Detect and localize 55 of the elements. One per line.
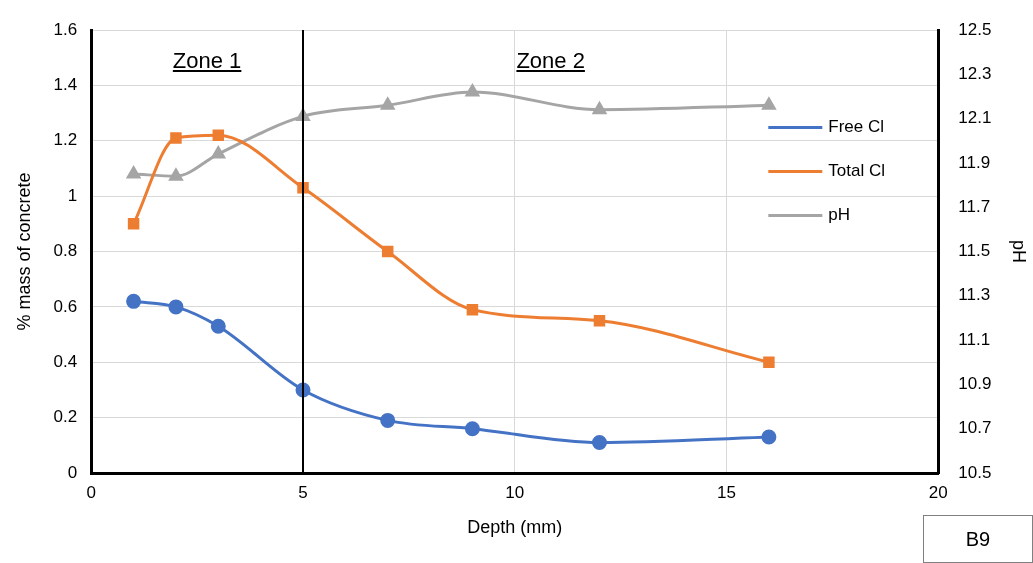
y2-tick-label: 12.3 [958, 63, 992, 83]
point [466, 303, 479, 316]
y-tick-label: 1 [67, 185, 78, 205]
x-tick-label: 20 [928, 482, 948, 502]
y2-tick-label: 10.7 [958, 418, 992, 438]
annotation: Zone 2 [516, 48, 585, 73]
y-tick-label: 0.4 [53, 351, 78, 371]
point [168, 299, 184, 315]
y2-tick-label: 10.9 [958, 374, 992, 394]
x-tick-label: 15 [717, 482, 736, 502]
point [169, 168, 183, 181]
point [381, 97, 395, 110]
point [210, 318, 226, 334]
point [126, 166, 141, 179]
point [381, 245, 394, 258]
y-tick-label: 0 [67, 462, 78, 482]
text: B9 [923, 515, 1033, 563]
y2-tick-label: 11.1 [958, 329, 991, 349]
point [593, 314, 606, 327]
legend-label: Total Cl [828, 161, 885, 181]
x-tick-label: 10 [505, 482, 525, 502]
annotation: Zone 1 [172, 48, 242, 73]
point [592, 102, 607, 115]
y2-axis-title: pH [1009, 239, 1030, 264]
y-tick-label: 1.6 [53, 19, 78, 39]
y-tick-label: 0.8 [53, 241, 78, 261]
y-tick-label: 0.2 [53, 407, 78, 427]
y-tick-label: 1.2 [53, 130, 78, 150]
x-tick-label: 0 [86, 482, 96, 502]
point [211, 146, 225, 159]
legend-label: pH [828, 205, 851, 225]
point [761, 429, 777, 445]
y2-tick-label: 12.5 [958, 19, 992, 39]
point [762, 97, 776, 110]
y2-tick-label: 11.9 [958, 152, 991, 172]
point [212, 129, 225, 141]
point [464, 421, 480, 437]
x-axis-title: Depth (mm) [467, 517, 563, 538]
y2-tick-label: 12.1 [958, 108, 992, 128]
x-tick-label: 5 [298, 482, 308, 502]
y-axis-title: % mass of concrete [13, 172, 34, 331]
legend-label: Free Cl [828, 117, 885, 137]
y2-tick-label: 10.5 [958, 462, 992, 482]
point [763, 356, 775, 368]
point [127, 218, 140, 230]
point [170, 132, 182, 144]
y2-tick-label: 11.7 [958, 196, 991, 216]
point [126, 293, 142, 309]
y2-tick-label: 11.5 [958, 241, 991, 261]
point [380, 412, 396, 428]
y-tick-label: 1.4 [53, 75, 78, 95]
y2-tick-label: 11.3 [958, 285, 991, 305]
point [591, 435, 607, 451]
point [465, 84, 480, 97]
y-tick-label: 0.6 [53, 296, 78, 316]
